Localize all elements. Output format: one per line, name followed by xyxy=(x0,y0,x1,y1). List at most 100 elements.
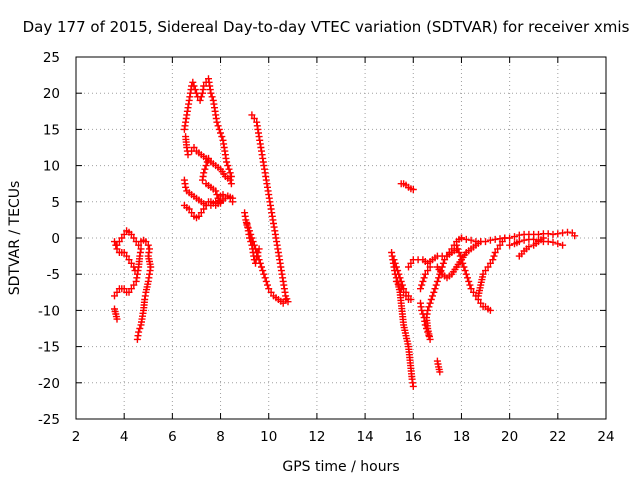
data-point xyxy=(394,267,402,275)
data-point xyxy=(515,231,523,239)
data-point xyxy=(464,274,471,282)
data-point xyxy=(217,199,224,207)
data-point xyxy=(217,129,224,137)
data-point xyxy=(391,259,399,267)
chart-title: Day 177 of 2015, Sidereal Day-to-day VTE… xyxy=(23,18,630,36)
data-point xyxy=(279,299,287,307)
x-tick-label: 8 xyxy=(216,429,225,445)
data-point xyxy=(424,267,432,275)
y-tick-label: 5 xyxy=(51,195,60,211)
data-point xyxy=(246,234,253,242)
data-point xyxy=(214,122,222,130)
data-point xyxy=(454,245,462,253)
data-point xyxy=(282,296,290,303)
y-tick-label: 0 xyxy=(51,231,60,247)
data-point xyxy=(196,96,204,104)
data-point xyxy=(435,274,443,282)
data-point xyxy=(390,256,398,264)
data-point xyxy=(212,187,220,195)
y-tick-label: -20 xyxy=(38,376,60,392)
data-point xyxy=(229,194,237,202)
data-point xyxy=(253,252,261,260)
data-point xyxy=(462,235,470,243)
data-point xyxy=(539,234,547,242)
data-point xyxy=(520,236,528,244)
x-tick-label: 14 xyxy=(356,429,373,445)
grid-lines xyxy=(76,57,606,419)
data-point xyxy=(191,86,199,94)
data-point xyxy=(223,158,231,166)
data-point xyxy=(123,252,131,260)
data-point xyxy=(409,382,417,390)
data-point xyxy=(255,245,263,253)
data-point xyxy=(215,125,223,133)
data-point xyxy=(392,277,400,285)
data-point xyxy=(400,288,408,296)
data-point xyxy=(267,288,275,296)
data-point xyxy=(466,281,474,289)
y-tick-label: 20 xyxy=(43,86,60,102)
data-point xyxy=(260,270,268,278)
y-tick-label: -10 xyxy=(38,303,60,319)
data-point xyxy=(259,267,267,275)
data-point xyxy=(182,183,190,191)
data-point xyxy=(498,238,506,246)
data-point xyxy=(227,173,235,180)
data-point xyxy=(212,198,220,206)
data-point xyxy=(265,285,273,293)
data-point xyxy=(199,176,206,184)
data-point xyxy=(200,82,208,90)
data-point xyxy=(467,236,475,244)
data-point xyxy=(419,277,427,285)
x-tick-label: 24 xyxy=(597,429,614,445)
data-point xyxy=(205,154,212,162)
data-point xyxy=(120,230,128,238)
data-point xyxy=(455,249,463,256)
data-point xyxy=(424,306,432,314)
data-point xyxy=(426,263,434,271)
data-point xyxy=(188,209,196,217)
data-point xyxy=(433,277,441,285)
data-point xyxy=(120,285,128,293)
data-point xyxy=(418,306,426,314)
data-point xyxy=(458,234,465,242)
data-point xyxy=(111,292,118,300)
data-point xyxy=(459,259,467,267)
data-point xyxy=(111,238,118,246)
data-point xyxy=(226,169,234,177)
data-point xyxy=(208,93,216,101)
data-point xyxy=(226,176,234,184)
data-point xyxy=(120,249,128,256)
data-point xyxy=(207,89,215,97)
data-point xyxy=(486,306,494,314)
data-point xyxy=(227,180,235,188)
data-point xyxy=(224,162,232,170)
data-point xyxy=(185,205,193,213)
data-point xyxy=(113,245,121,253)
data-point xyxy=(218,133,226,141)
data-point xyxy=(453,241,461,249)
data-point xyxy=(467,285,475,293)
data-point xyxy=(125,288,133,296)
data-point xyxy=(425,303,433,311)
data-point xyxy=(125,256,133,264)
data-point xyxy=(445,249,453,256)
data-point xyxy=(142,238,150,246)
data-point xyxy=(571,232,579,240)
data-point xyxy=(135,241,143,249)
data-point xyxy=(146,245,153,253)
data-point xyxy=(421,270,429,278)
data-point xyxy=(491,249,499,256)
data-point xyxy=(392,263,400,271)
data-point xyxy=(190,144,198,151)
data-point xyxy=(486,236,494,244)
data-point xyxy=(554,230,562,238)
data-point xyxy=(193,89,200,97)
data-point xyxy=(477,238,485,246)
data-point xyxy=(397,285,405,293)
data-point xyxy=(130,281,138,289)
data-point xyxy=(395,281,403,289)
data-point xyxy=(430,288,438,296)
data-point xyxy=(405,263,412,271)
data-point xyxy=(213,191,221,199)
